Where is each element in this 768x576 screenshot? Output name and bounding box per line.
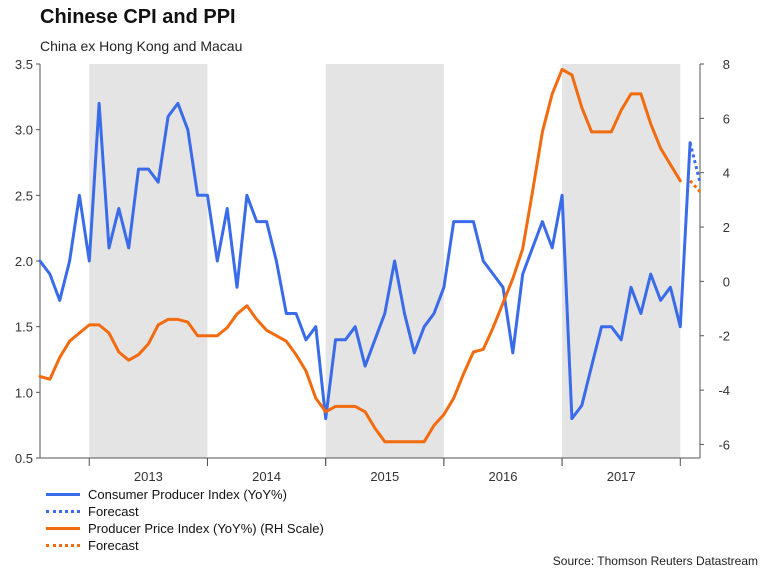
x-tick-label-2017: 2017 <box>607 469 636 484</box>
chart-subtitle: China ex Hong Kong and Macau <box>40 38 243 54</box>
source-note: Source: Thomson Reuters Datastream <box>552 554 758 568</box>
right-tick-label: 0 <box>723 274 730 289</box>
left-tick-label: 1.5 <box>15 320 33 335</box>
legend-label-ppi: Producer Price Index (YoY%) (RH Scale) <box>88 521 324 536</box>
shaded-band-2015 <box>325 64 444 458</box>
legend-label-cpi: Consumer Producer Index (YoY%) <box>88 487 287 502</box>
right-tick-label: -6 <box>718 437 730 452</box>
x-tick-label-2016: 2016 <box>489 469 518 484</box>
cpi-line <box>38 101 692 421</box>
legend: Consumer Producer Index (YoY%) Forecast … <box>46 486 324 554</box>
legend-swatch-ppi <box>46 527 80 530</box>
legend-label-cpi-forecast: Forecast <box>88 504 139 519</box>
ppi-line <box>38 67 682 444</box>
ppi-forecast-line <box>688 179 702 193</box>
cpi-forecast-line <box>688 142 702 183</box>
legend-item-ppi-forecast: Forecast <box>46 537 324 554</box>
shaded-band-2013 <box>89 64 208 458</box>
legend-swatch-cpi <box>46 493 80 496</box>
chart-title: Chinese CPI and PPI <box>40 6 236 28</box>
x-tick-label-2015: 2015 <box>370 469 399 484</box>
x-tick-label-2013: 2013 <box>134 469 163 484</box>
legend-swatch-cpi-forecast <box>46 510 80 513</box>
x-tick-label-2014: 2014 <box>252 469 281 484</box>
legend-item-ppi: Producer Price Index (YoY%) (RH Scale) <box>46 520 324 537</box>
legend-swatch-ppi-forecast <box>46 544 80 547</box>
left-tick-label: 2.5 <box>15 188 33 203</box>
legend-item-cpi: Consumer Producer Index (YoY%) <box>46 486 324 503</box>
right-tick-label: 4 <box>723 166 730 181</box>
left-tick-label: 3.5 <box>15 57 33 72</box>
shaded-band-2017 <box>562 64 681 458</box>
right-tick-label: 8 <box>723 57 730 72</box>
right-tick-label: -4 <box>718 383 730 398</box>
left-tick-label: 2.0 <box>15 254 33 269</box>
left-tick-label: 0.5 <box>15 451 33 466</box>
left-tick-label: 1.0 <box>15 385 33 400</box>
right-tick-label: -2 <box>718 329 730 344</box>
legend-label-ppi-forecast: Forecast <box>88 538 139 553</box>
left-tick-label: 3.0 <box>15 123 33 138</box>
right-tick-label: 6 <box>723 111 730 126</box>
right-tick-label: 2 <box>723 220 730 235</box>
legend-item-cpi-forecast: Forecast <box>46 503 324 520</box>
